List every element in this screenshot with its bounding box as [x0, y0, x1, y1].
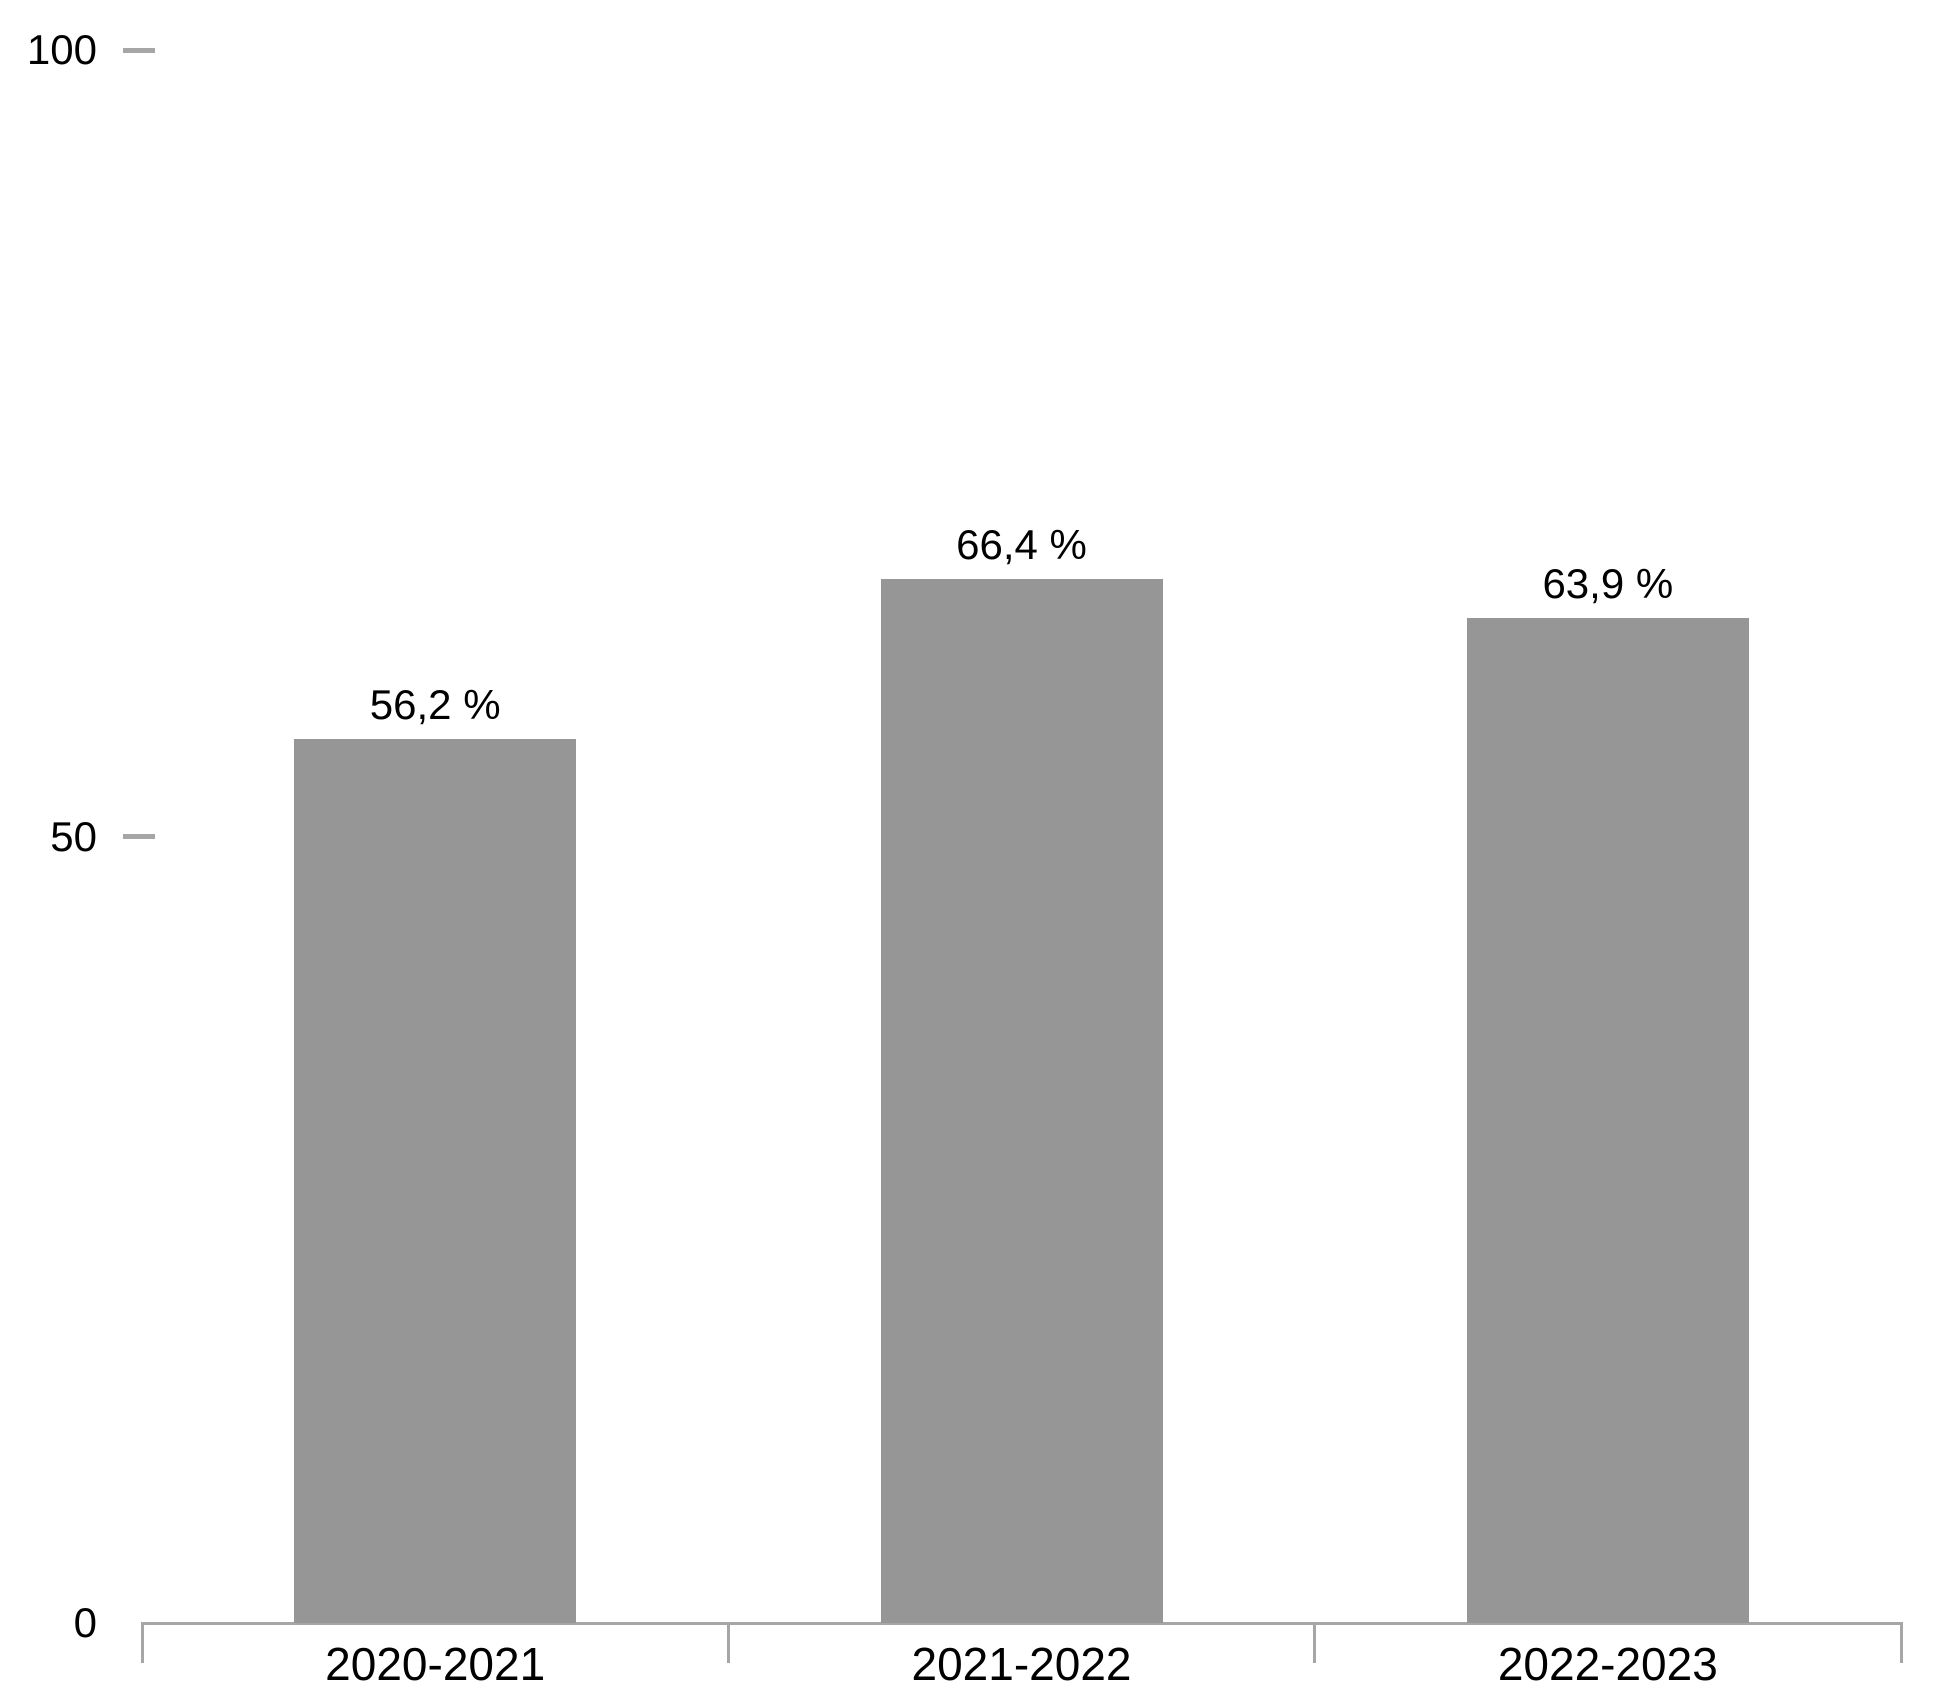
y-axis-tick-label: 50	[50, 812, 97, 860]
x-axis-category-label: 2020-2021	[325, 1638, 546, 1685]
bar-value-label: 66,4 %	[956, 520, 1087, 568]
x-axis-tick-mark	[726, 1622, 730, 1663]
bar-value-label: 63,9 %	[1542, 559, 1674, 607]
x-axis-category-label: 2022-2023	[1497, 1638, 1718, 1685]
x-axis-line	[142, 1622, 1901, 1625]
bar-value-label: 56,2 %	[369, 680, 501, 728]
y-axis-tick-mark	[123, 47, 155, 53]
y-axis-tick-label: 100	[26, 26, 97, 73]
x-axis-tick-mark	[1899, 1622, 1903, 1663]
bar	[880, 578, 1163, 1623]
bar	[294, 738, 577, 1623]
x-axis-category-label: 2021-2022	[911, 1638, 1132, 1685]
y-axis-tick-mark	[123, 834, 155, 839]
bar	[1466, 617, 1749, 1623]
y-axis-tick-label: 0	[73, 1599, 97, 1646]
x-axis-tick-mark	[1313, 1622, 1317, 1663]
x-axis-tick-mark	[140, 1622, 144, 1663]
